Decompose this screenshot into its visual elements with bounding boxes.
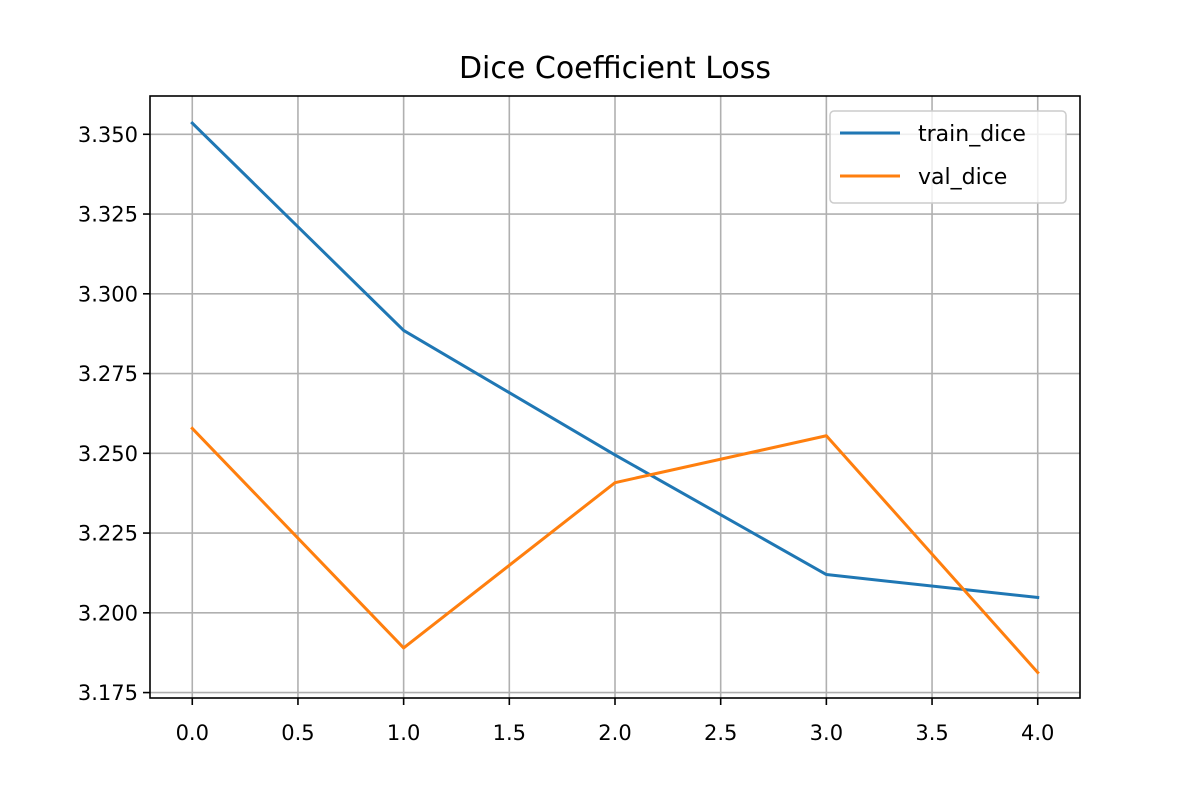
x-tick-label: 2.5 <box>704 721 737 745</box>
x-tick-label: 0.5 <box>281 721 314 745</box>
series-line-val-dice <box>190 426 1040 675</box>
y-tick-label: 3.350 <box>78 123 138 147</box>
y-tick-label: 3.250 <box>78 442 138 466</box>
y-axis-ticks: 3.175 3.200 3.225 3.250 3.275 3.300 3.325 3.350 <box>78 123 150 705</box>
x-tick-label: 3.0 <box>810 721 843 745</box>
x-tick-label: 2.0 <box>598 721 631 745</box>
legend: train_dice val_dice <box>829 110 1067 204</box>
y-tick-label: 3.275 <box>78 362 138 386</box>
legend-label-train-dice: train_dice <box>918 122 1026 147</box>
x-tick-label: 0.0 <box>176 721 209 745</box>
y-tick-label: 3.225 <box>78 522 138 546</box>
x-tick-label: 4.0 <box>1021 721 1054 745</box>
y-tick-label: 3.325 <box>78 203 138 227</box>
x-axis-ticks: 0.0 0.5 1.0 1.5 2.0 2.5 3.0 3.5 4.0 <box>176 698 1054 745</box>
chart-title: Dice Coefficient Loss <box>459 51 771 86</box>
x-tick-label: 3.5 <box>915 721 948 745</box>
y-tick-label: 3.200 <box>78 601 138 625</box>
legend-label-val-dice: val_dice <box>918 165 1007 190</box>
x-tick-label: 1.0 <box>387 721 420 745</box>
x-tick-label: 1.5 <box>493 721 526 745</box>
data-series <box>190 120 1040 675</box>
y-tick-label: 3.300 <box>78 282 138 306</box>
series-line-train-dice <box>190 120 1040 600</box>
plot-area-frame <box>149 95 1081 699</box>
y-tick-label: 3.175 <box>78 681 138 705</box>
